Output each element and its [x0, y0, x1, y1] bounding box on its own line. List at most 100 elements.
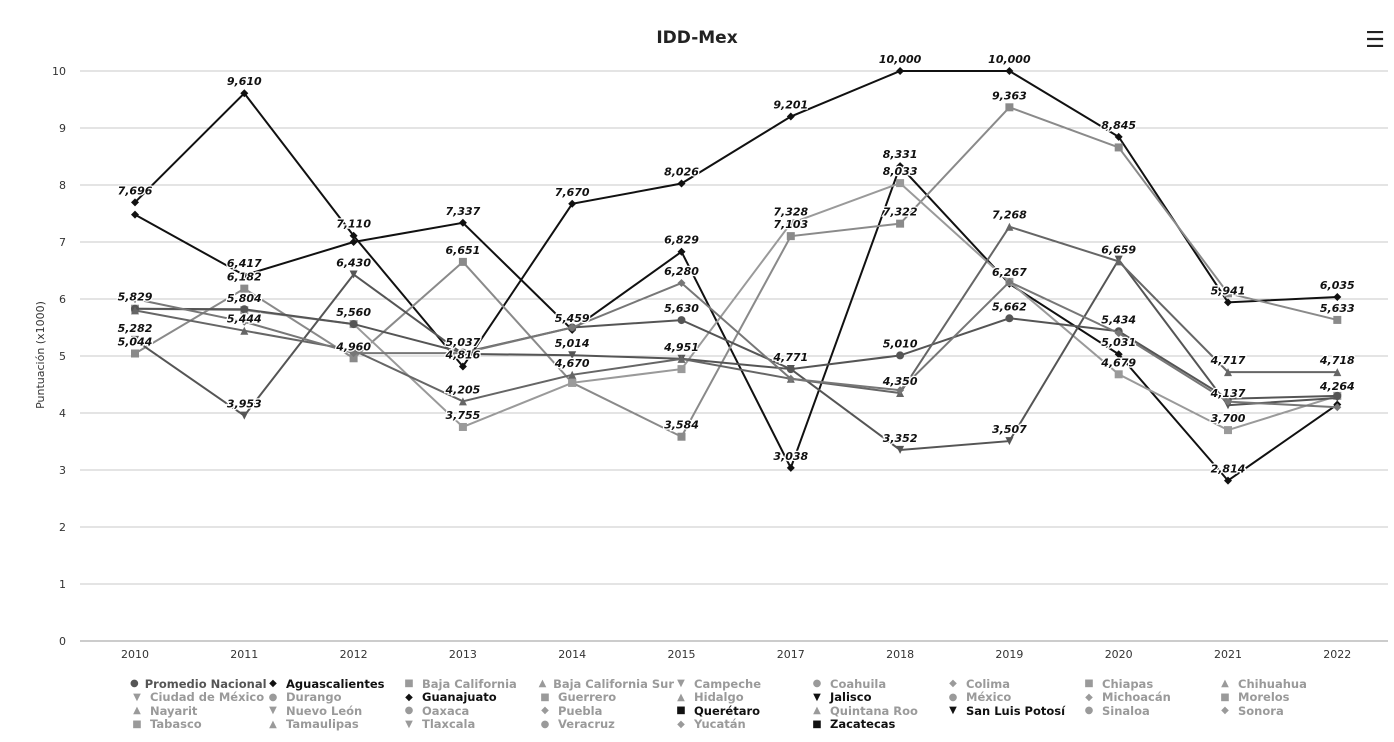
data-point[interactable] [131, 210, 139, 219]
data-point[interactable] [349, 320, 358, 329]
data-point[interactable] [786, 463, 795, 472]
data-point[interactable] [786, 219, 795, 228]
legend-item[interactable]: ▲ Chihuahua [1218, 677, 1354, 691]
data-point[interactable] [1224, 368, 1232, 377]
legend-item[interactable]: ▼ San Luis Potosí [946, 704, 1082, 718]
legend-item[interactable]: ▲ Nayarit [130, 704, 266, 718]
legend-item[interactable]: ■ Tabasco [130, 717, 266, 731]
legend-item[interactable]: ■ Querétaro [674, 704, 810, 718]
series-line[interactable] [134, 181, 1338, 432]
series-line[interactable] [134, 307, 1338, 400]
data-point[interactable] [896, 219, 905, 228]
data-point[interactable] [1005, 314, 1014, 323]
data-point[interactable] [568, 199, 577, 208]
data-point[interactable] [677, 279, 686, 288]
data-point[interactable] [677, 365, 686, 374]
data-point[interactable] [349, 270, 358, 279]
data-point[interactable] [1005, 222, 1014, 231]
series-line[interactable] [134, 280, 1338, 409]
data-point[interactable] [896, 67, 905, 75]
legend-item[interactable]: ◆ Sonora [1218, 704, 1354, 718]
series-line[interactable] [134, 164, 1338, 482]
series-line[interactable] [134, 257, 1338, 451]
data-point[interactable] [677, 179, 686, 188]
data-point[interactable] [240, 317, 249, 326]
data-point[interactable] [1224, 426, 1232, 435]
legend-item[interactable]: ▼ Ciudad de México [130, 690, 266, 704]
legend-item[interactable]: ▼ Jalisco [810, 690, 946, 704]
series-line[interactable] [134, 70, 1338, 369]
legend-item[interactable]: ▲ Tamaulipas [266, 717, 402, 731]
data-point[interactable] [1005, 277, 1014, 286]
data-point[interactable] [458, 257, 467, 266]
legend-item[interactable]: ■ Chiapas [1082, 677, 1218, 691]
data-point[interactable] [458, 218, 467, 227]
legend-item[interactable]: ■ Zacatecas [810, 717, 946, 731]
data-point[interactable] [131, 306, 139, 315]
data-point[interactable] [1114, 143, 1123, 152]
legend-item[interactable]: ◆ Michoacán [1082, 690, 1218, 704]
data-point[interactable] [131, 198, 139, 207]
data-point[interactable] [240, 89, 249, 98]
data-point[interactable] [349, 231, 358, 240]
data-point[interactable] [458, 397, 467, 406]
legend-item[interactable]: ▼ Tlaxcala [402, 717, 538, 731]
data-point[interactable] [458, 422, 467, 431]
data-point[interactable] [1333, 315, 1342, 324]
legend-item[interactable]: ◆ Colima [946, 677, 1082, 691]
data-point[interactable] [677, 247, 686, 256]
legend-item[interactable]: ■ Baja California [402, 677, 538, 691]
data-point[interactable] [1333, 368, 1342, 377]
data-point[interactable] [1224, 397, 1232, 406]
data-point[interactable] [677, 354, 686, 363]
data-point[interactable] [896, 386, 905, 395]
legend-item[interactable]: ● Promedio Nacional [130, 677, 267, 691]
data-point[interactable] [568, 323, 577, 332]
data-point[interactable] [786, 112, 795, 121]
data-point[interactable] [240, 411, 249, 420]
data-point[interactable] [1114, 257, 1123, 266]
data-point[interactable] [240, 305, 249, 314]
legend-item[interactable]: ▼ Campeche [674, 677, 810, 691]
data-point[interactable] [786, 365, 795, 374]
hamburger-menu-icon[interactable]: ☰ [1365, 28, 1385, 53]
data-point[interactable] [1333, 403, 1342, 412]
legend-item[interactable]: ▲ Hidalgo [674, 690, 810, 704]
data-point[interactable] [131, 349, 139, 358]
data-point[interactable] [1224, 289, 1232, 298]
data-point[interactable] [1114, 370, 1123, 379]
data-point[interactable] [896, 351, 905, 360]
data-point[interactable] [896, 179, 905, 188]
data-point[interactable] [240, 271, 249, 280]
legend-item[interactable]: ● Veracruz [538, 717, 674, 731]
data-point[interactable] [1224, 476, 1232, 485]
legend-item[interactable]: ◆ Guanajuato [402, 690, 538, 704]
legend-item[interactable]: ◆ Aguascalientes [266, 677, 402, 691]
data-point[interactable] [1114, 132, 1123, 141]
data-point[interactable] [1005, 67, 1014, 75]
data-point[interactable] [568, 351, 577, 360]
data-point[interactable] [896, 445, 905, 454]
data-point[interactable] [240, 326, 249, 335]
data-point[interactable] [677, 432, 686, 441]
legend-item[interactable]: ◆ Puebla [538, 704, 674, 718]
data-point[interactable] [1224, 298, 1232, 307]
data-point[interactable] [240, 284, 249, 293]
data-point[interactable] [677, 316, 686, 325]
data-point[interactable] [1333, 293, 1342, 302]
legend-item[interactable]: ▼ Nuevo León [266, 704, 402, 718]
data-point[interactable] [1114, 350, 1123, 359]
legend-item[interactable]: ● Sinaloa [1082, 704, 1218, 718]
data-point[interactable] [349, 354, 358, 363]
data-point[interactable] [896, 162, 905, 171]
data-point[interactable] [1333, 391, 1342, 400]
data-point[interactable] [786, 232, 795, 241]
legend-item[interactable]: ● México [946, 690, 1082, 704]
data-point[interactable] [458, 349, 467, 358]
legend-item[interactable]: ● Oaxaca [402, 704, 538, 718]
legend-item[interactable]: ● Coahuila [810, 677, 946, 691]
data-point[interactable] [131, 335, 139, 344]
data-point[interactable] [458, 362, 467, 371]
data-point[interactable] [786, 374, 795, 383]
data-point[interactable] [568, 378, 577, 387]
